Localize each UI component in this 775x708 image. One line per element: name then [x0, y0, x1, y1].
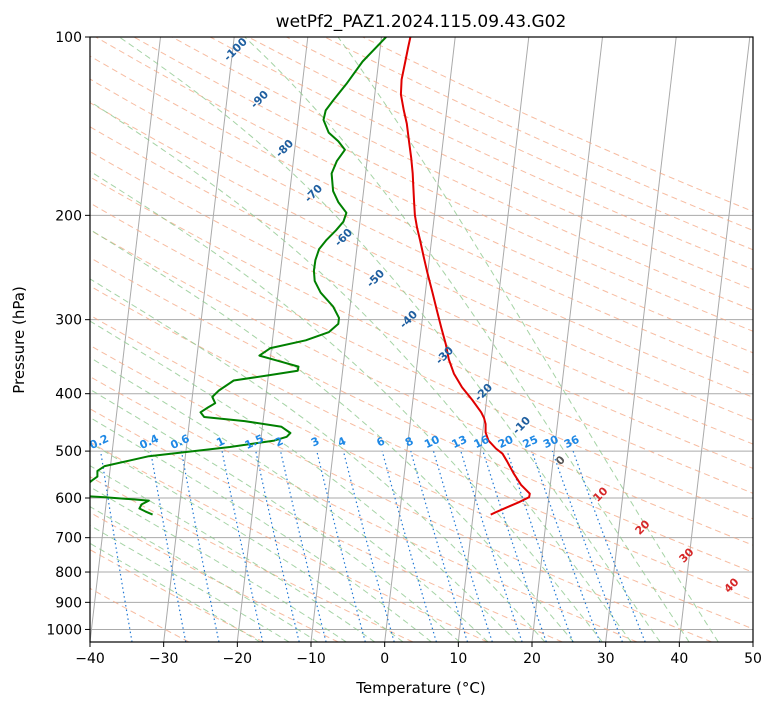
- x-tick-label: 10: [449, 651, 467, 667]
- x-tick-label: 30: [597, 651, 615, 667]
- y-tick-label: 500: [55, 444, 82, 460]
- x-tick-label: 50: [744, 651, 762, 667]
- x-tick-label: −20: [223, 651, 253, 667]
- plot-frame: [89, 36, 754, 643]
- y-axis-title: Pressure (hPa): [10, 286, 28, 394]
- x-axis: −40 −30 −20 −10 0 10 20 30 40 50: [75, 642, 762, 667]
- isotherm-line: [163, 37, 235, 642]
- moist-adiabat: [90, 320, 517, 642]
- y-axis: 100 200 300 400 500 600 700 800 900 1000: [46, 30, 90, 638]
- moist-adiabat: [90, 542, 261, 642]
- moist-adiabat: [90, 442, 404, 642]
- temperature-profile-line: [399, 37, 531, 516]
- background-lines: [90, 37, 753, 642]
- dry-adiabat: [90, 476, 414, 642]
- y-tick-label: 200: [55, 208, 82, 224]
- mixing-ratio-line: [381, 450, 437, 642]
- x-axis-title: Temperature (°C): [355, 679, 485, 697]
- x-tick-label: −40: [75, 651, 105, 667]
- moist-adiabat: [90, 356, 489, 642]
- dry-adiabat: [90, 55, 753, 376]
- y-tick-label: 700: [55, 531, 82, 547]
- y-tick-label: 900: [55, 595, 82, 611]
- dry-adiabat: [90, 441, 488, 642]
- mixing-ratio-label: 36: [562, 433, 582, 451]
- moist-adiabat: [90, 465, 376, 642]
- y-tick-label: 1000: [46, 622, 82, 638]
- x-tick-label: 40: [670, 651, 688, 667]
- moist-adiabat: [90, 524, 290, 642]
- dry-adiabat: [90, 344, 712, 642]
- moist-adiabat: [90, 486, 347, 642]
- dry-adiabat: [90, 150, 753, 469]
- chart-title: wetPf2_PAZ1.2024.115.09.43.G02: [276, 12, 567, 32]
- dry-adiabat: [90, 549, 264, 642]
- dry-adiabat: [90, 408, 563, 642]
- isotherm-line: [90, 37, 161, 642]
- dry-adiabat: [90, 78, 753, 398]
- isotherm-line: [457, 37, 530, 642]
- mixing-ratio-label: 13: [450, 433, 469, 451]
- isotherm-line: [236, 37, 309, 642]
- mixing-ratio-label: 30: [541, 433, 561, 451]
- dry-adiabat: [90, 376, 638, 642]
- y-tick-label: 100: [55, 30, 82, 46]
- mixing-ratio-line: [460, 450, 523, 642]
- y-tick-label: 400: [55, 387, 82, 403]
- x-tick-label: 20: [523, 651, 541, 667]
- mixing-ratio-line: [150, 450, 187, 642]
- moist-adiabat: [118, 37, 661, 642]
- isotherm-line: [310, 37, 382, 642]
- dry-adiabat: [90, 176, 753, 494]
- plot-background: [90, 37, 753, 642]
- dry-adiabat: [90, 314, 753, 630]
- dry-adiabat: [90, 229, 753, 546]
- y-tick-label: 300: [55, 313, 82, 329]
- mixing-ratio-line: [100, 451, 133, 642]
- isotherm-line: [752, 637, 753, 642]
- moist-adiabat: [90, 228, 574, 642]
- moist-adiabat: [90, 170, 603, 642]
- moist-adiabat: [244, 37, 690, 642]
- y-tick-label: 800: [55, 565, 82, 581]
- moist-adiabat: [90, 506, 319, 642]
- mixing-ratio-line: [410, 450, 469, 642]
- mixing-ratio-label: 10: [422, 433, 442, 451]
- moist-adiabat: [337, 37, 719, 642]
- dry-adiabat: [133, 37, 753, 332]
- x-tick-label: 0: [380, 651, 389, 667]
- isotherm-line: [678, 37, 751, 642]
- y-tick-label: 600: [55, 491, 82, 507]
- dry-adiabat: [171, 37, 753, 311]
- x-tick-label: −30: [149, 651, 179, 667]
- x-tick-label: −10: [296, 651, 326, 667]
- moist-adiabat: [90, 388, 461, 642]
- mixing-ratio-label: 16: [472, 433, 492, 451]
- mixing-ratio-line: [342, 450, 395, 642]
- isotherm-line: [531, 37, 603, 642]
- moist-adiabat: [90, 416, 432, 642]
- mixing-ratio-label: 20: [496, 433, 516, 451]
- moist-adiabat: [90, 100, 632, 642]
- isotherm-line: [384, 37, 456, 642]
- dry-adiabat: [90, 511, 339, 642]
- dry-adiabat: [90, 257, 753, 573]
- mixing-ratio-line: [572, 450, 646, 642]
- isotherm-line: [605, 37, 677, 642]
- profile-lines: [90, 37, 531, 516]
- dewpoint-profile-line: [90, 37, 387, 516]
- mixing-ratio-line: [432, 450, 493, 642]
- mixing-ratio-label: 25: [521, 433, 540, 451]
